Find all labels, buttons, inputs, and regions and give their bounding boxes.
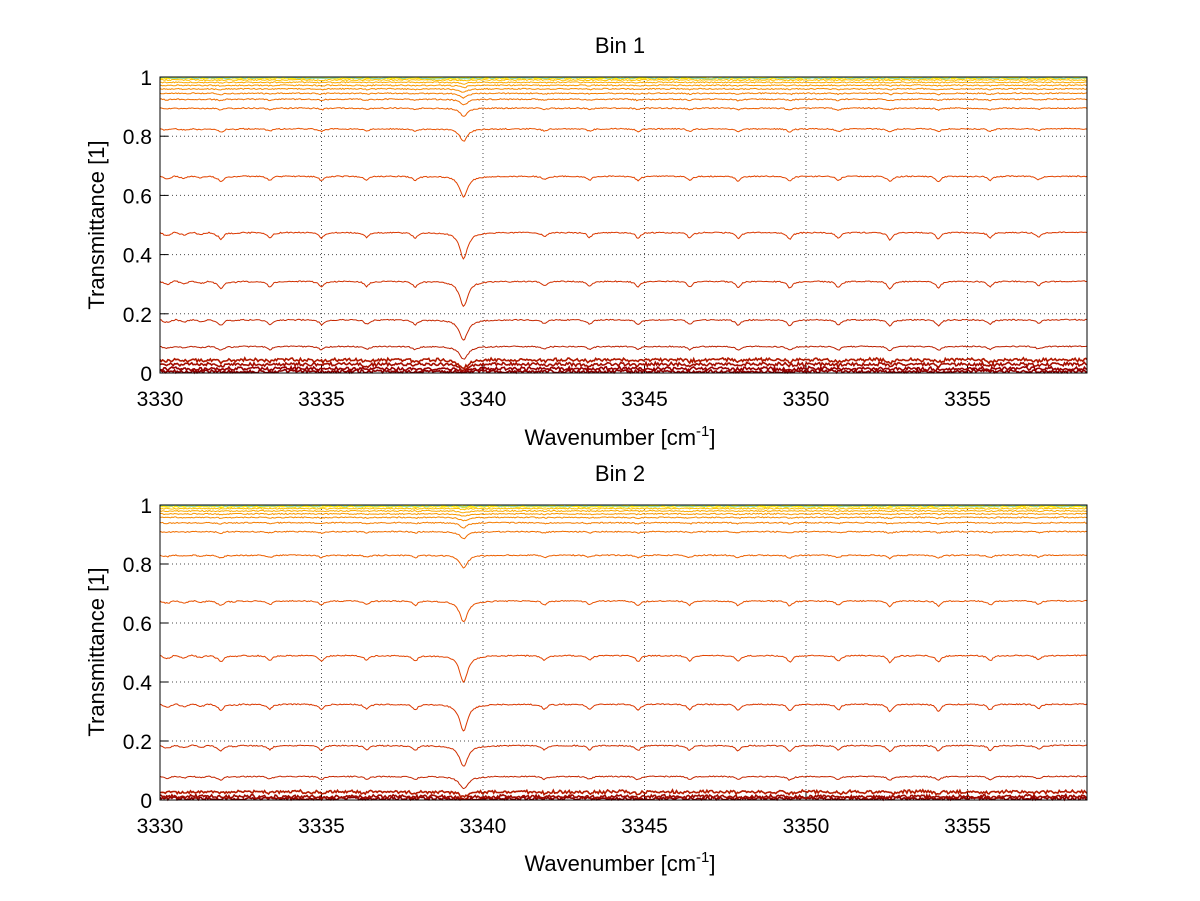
x-axis-label-main: Wavenumber [cm — [524, 851, 696, 876]
spectrum-series — [159, 231, 1088, 260]
x-axis-label: Wavenumber [cm-1] — [524, 849, 715, 876]
spectrum-series — [159, 703, 1088, 732]
spectrum-series — [159, 744, 1088, 767]
y-tick-label: 0.8 — [123, 126, 152, 149]
x-tick-label: 3350 — [783, 388, 830, 411]
x-tick-labels: 3330 3335 3340 3345 3350 3355 — [137, 815, 991, 838]
x-tick-label: 3345 — [621, 815, 668, 838]
spectrum-series — [160, 516, 1088, 522]
x-tick-label: 3335 — [298, 388, 345, 411]
x-tick-label: 3335 — [298, 815, 345, 838]
x-tick-label: 3355 — [944, 388, 991, 411]
spectrum-series — [159, 554, 1088, 569]
x-tick-labels: 3330 3335 3340 3345 3350 3355 — [137, 388, 991, 411]
y-tick-label: 0.8 — [123, 554, 152, 577]
y-tick-label: 0.4 — [123, 245, 153, 268]
spectrum-series — [159, 792, 1088, 801]
spectrum-series — [159, 512, 1088, 517]
spectrum-series — [159, 530, 1088, 540]
spectrum-series — [159, 84, 1088, 89]
spectrum-series — [159, 599, 1088, 623]
y-tick-labels: 0 0.2 0.4 0.6 0.8 1 — [123, 67, 153, 386]
x-tick-label: 3330 — [137, 815, 184, 838]
panel-bin-1: Bin 1 3330 3335 3340 3345 3350 3355 0 0.2 0.4 0.… — [84, 33, 1088, 450]
x-tick-label: 3355 — [944, 815, 991, 838]
spectrum-series — [159, 87, 1088, 93]
y-tick-label: 1 — [140, 495, 152, 518]
spectrum-series — [159, 356, 1088, 369]
plot-frame — [159, 504, 1088, 801]
x-tick-label: 3340 — [460, 388, 507, 411]
y-tick-label: 0.6 — [123, 613, 152, 636]
spectrum-series — [159, 775, 1088, 790]
chart-title: Bin 1 — [595, 33, 645, 58]
spectrum-series — [159, 364, 1088, 374]
spectrum-series — [159, 367, 1088, 375]
spectrum-series — [159, 127, 1088, 142]
spectrum-series — [159, 507, 1088, 511]
x-tick-label: 3345 — [621, 388, 668, 411]
x-axis-label-sup: -1 — [696, 423, 709, 440]
x-tick-label: 3330 — [137, 388, 184, 411]
y-tick-label: 0.6 — [123, 185, 152, 208]
spectrum-series — [159, 106, 1088, 117]
y-tick-label: 0.2 — [123, 304, 152, 327]
y-tick-label: 0.4 — [123, 672, 153, 695]
spectrum-series — [159, 92, 1088, 99]
x-axis-label-close: ] — [709, 851, 715, 876]
spectrum-series — [159, 360, 1088, 372]
y-axis-label: Transmittance [1] — [84, 567, 109, 736]
chart-title: Bin 2 — [595, 461, 645, 486]
x-axis-label-sup: -1 — [696, 849, 709, 866]
spectrum-series — [159, 521, 1088, 529]
spectrum-series — [159, 175, 1088, 198]
x-axis-label: Wavenumber [cm-1] — [524, 423, 715, 450]
spectrum-series — [159, 654, 1088, 683]
plot-frame — [159, 76, 1088, 374]
spectrum-series — [159, 318, 1088, 341]
y-axis-label: Transmittance [1] — [84, 140, 109, 309]
spectrum-series — [159, 345, 1088, 360]
spectrum-series — [159, 98, 1088, 106]
spectrum-series — [159, 788, 1088, 799]
y-tick-labels: 0 0.2 0.4 0.6 0.8 1 — [123, 495, 153, 813]
y-tick-label: 0.2 — [123, 731, 152, 754]
x-tick-label: 3350 — [783, 815, 830, 838]
spectrum-series — [159, 78, 1088, 82]
panel-bin-2: Bin 2 3330 3335 3340 3345 3350 3355 0 0.2 0.4 0.… — [84, 461, 1088, 876]
spectrum-series — [159, 81, 1088, 85]
y-tick-label: 1 — [140, 67, 152, 90]
y-tick-label: 0 — [140, 363, 152, 386]
spectrum-series — [159, 509, 1088, 514]
x-axis-label-close: ] — [709, 425, 715, 450]
y-tick-label: 0 — [140, 790, 152, 813]
spectrum-series — [159, 280, 1088, 308]
x-axis-label-main: Wavenumber [cm — [524, 425, 696, 450]
x-tick-label: 3340 — [460, 815, 507, 838]
